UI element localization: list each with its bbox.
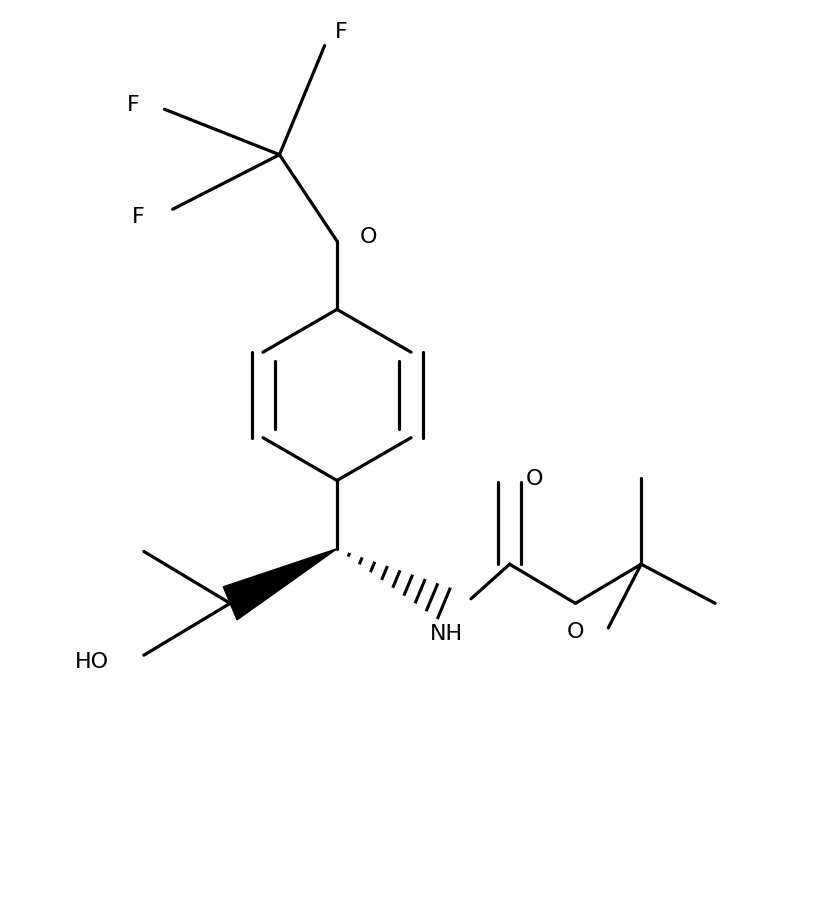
Text: O: O	[359, 227, 377, 247]
Text: HO: HO	[75, 652, 109, 672]
Text: F: F	[127, 95, 140, 115]
Text: O: O	[566, 622, 584, 642]
Polygon shape	[224, 549, 337, 620]
Text: NH: NH	[430, 624, 463, 644]
Text: F: F	[132, 207, 145, 227]
Text: O: O	[525, 469, 543, 489]
Text: F: F	[335, 22, 348, 42]
